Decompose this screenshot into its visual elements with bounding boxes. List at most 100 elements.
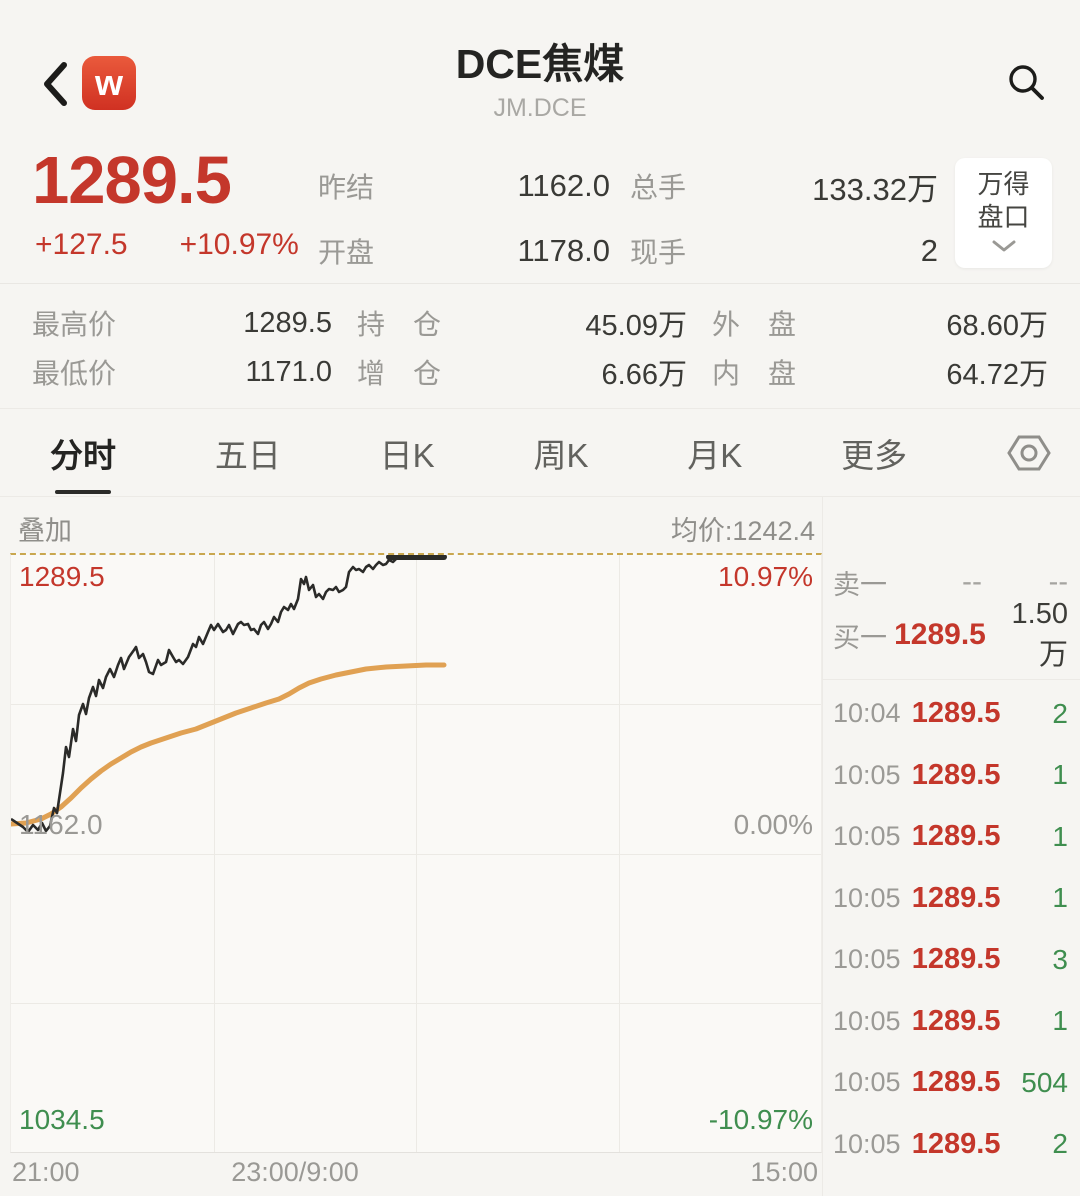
order-book-panel: 卖一 -- -- 买一 1289.5 1.50万 10:04 1289.5 2 10:… [822,497,1080,1196]
quote-pair: 总手 133.32万 [630,164,938,209]
panel-divider [823,679,1080,680]
tick-time: 10:05 [833,882,901,913]
bid-volume: 1.50万 [1011,597,1068,671]
tick-time: 10:04 [833,698,901,729]
field-label: 开盘 [318,237,375,268]
bid-price: 1289.5 [894,618,986,651]
wind-logo-letter: w [94,62,123,103]
y-label-mid-pct: 0.00% [733,809,813,840]
gridline-horizontal [11,704,821,706]
chart-plot-area[interactable]: 1289.5 10.97% 1162.0 0.00% 1034.5 -10.97… [10,553,822,1153]
quote-grid: 昨结 1162.0 总手 133.32万 开盘 1178.0 现手 2 [318,140,938,283]
tick-row: 10:04 1289.5 2 [833,683,1068,745]
tick-price: 1289.5 [911,820,1001,853]
chart-tab-bar: 分时 五日 日K 周K 月K 更多 [0,408,1080,497]
app-header: w DCE焦煤 JM.DCE [0,0,1080,140]
quote-row: 开盘 1178.0 现手 2 [318,231,938,271]
tick-price: 1289.5 [911,1004,1001,1037]
quote-pair: 开盘 1178.0 [318,231,610,271]
ask-price: -- [962,565,982,598]
x-axis: 21:00 23:00/9:00 15:00 [0,1157,822,1191]
tab-daily-k[interactable]: 日K [379,436,435,474]
tab-monthly-k[interactable]: 月K [687,436,743,474]
tick-volume: 3 [1052,943,1068,975]
tick-volume: 2 [1052,1128,1068,1160]
tick-row: 10:05 1289.5 1 [833,868,1068,930]
field-value: 133.32万 [812,171,938,207]
tick-row: 10:05 1289.5 1 [833,745,1068,807]
search-icon[interactable] [1006,62,1046,102]
tab-more[interactable]: 更多 [841,436,908,474]
y-label-low-pct: -10.97% [708,1104,813,1135]
ask-row: 卖一 -- -- [833,559,1068,605]
page-title: DCE焦煤 [455,41,625,87]
price-change: +127.5 [35,228,128,261]
quote-pair: 现手 2 [630,231,938,271]
field-value: 2 [920,233,938,268]
tick-price: 1289.5 [911,881,1001,914]
tick-row: 10:05 1289.5 1 [833,991,1068,1053]
price-change-row: +127.5 +10.97% [35,228,315,262]
gridline-horizontal [11,853,821,855]
quote-row: 昨结 1162.0 总手 133.32万 [318,164,938,208]
overlay-toggle[interactable]: 叠加 [18,516,72,546]
stats-row: 最高价 1289.5 持 仓 45.09万 外 盘 68.60万 [32,303,1048,343]
field-value: 1178.0 [517,233,610,268]
tick-price: 1289.5 [911,697,1001,730]
quote-pair: 昨结 1162.0 [318,166,610,206]
tick-list: 10:04 1289.5 2 10:05 1289.5 1 10:05 1289.5 1 10:0… [833,683,1068,1175]
stat-pair: 外 盘 68.60万 [712,302,1048,344]
tick-row: 10:05 1289.5 2 [833,1114,1068,1176]
last-price: 1289.5 [32,143,232,218]
tick-volume: 1 [1052,1005,1068,1037]
tick-row: 10:05 1289.5 3 [833,929,1068,991]
tab-five-day[interactable]: 五日 [214,436,281,474]
stat-value: 6.66万 [601,359,687,391]
tick-time: 10:05 [833,1128,901,1159]
tick-time: 10:05 [833,759,901,790]
bid-label: 买一 [833,622,887,653]
y-label-low: 1034.5 [19,1104,105,1135]
stat-label: 内 盘 [712,358,797,389]
stat-label: 最高价 [32,309,117,340]
tick-time: 10:05 [833,1067,901,1098]
price-line [11,555,444,834]
stat-value: 1289.5 [243,306,332,339]
avg-price-label: 均价:1242.4 [670,516,815,546]
wind-order-book-label-line1: 万得 [977,169,1030,199]
y-label-high: 1289.5 [19,561,105,592]
chart-settings-button[interactable] [1006,409,1052,496]
y-label-high-pct: 10.97% [718,561,813,592]
ask-volume: -- [1048,565,1068,598]
settings-nut-icon [1007,435,1051,470]
tick-volume: 1 [1052,882,1068,914]
stat-label: 持 仓 [357,309,442,340]
field-label: 昨结 [318,172,375,203]
stat-pair: 持 仓 45.09万 [357,302,687,344]
tick-price: 1289.5 [911,943,1001,976]
price-change-pct: +10.97% [179,228,299,261]
stat-label: 最低价 [32,358,117,389]
field-label: 现手 [630,237,687,268]
tick-volume: 1 [1052,820,1068,852]
x-tick-start: 21:00 [12,1157,80,1187]
tab-intraday[interactable]: 分时 [50,409,116,496]
tick-time: 10:05 [833,944,901,975]
quote-section: 1289.5 +127.5 +10.97% 昨结 1162.0 总手 133.3… [0,140,1080,284]
chart-lines [11,555,447,834]
instrument-code: JM.DCE [493,94,587,122]
field-label: 总手 [630,172,687,203]
stat-value: 1171.0 [245,355,332,388]
stat-pair: 最高价 1289.5 [32,303,332,343]
tick-row: 10:05 1289.5 1 [833,806,1068,868]
tick-time: 10:05 [833,821,901,852]
tab-weekly-k[interactable]: 周K [533,436,589,474]
stat-value: 45.09万 [585,310,687,342]
stat-label: 增 仓 [357,358,442,389]
back-icon[interactable] [40,60,70,108]
tick-volume: 1 [1052,759,1068,791]
wind-order-book-button[interactable]: 万得 盘口 [955,158,1052,268]
stat-pair: 最低价 1171.0 [32,352,332,392]
field-value: 1162.0 [517,168,610,203]
stats-section: 最高价 1289.5 持 仓 45.09万 外 盘 68.60万 最低价 117… [0,283,1080,408]
